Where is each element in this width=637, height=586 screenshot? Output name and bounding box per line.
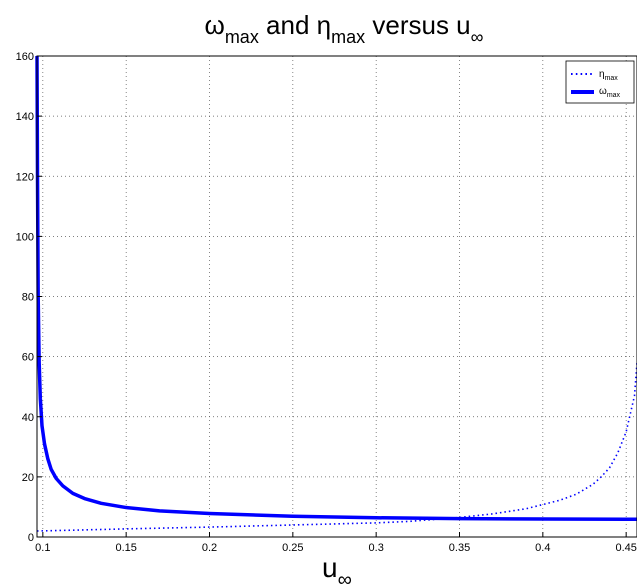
y-tick-label: 120 <box>16 171 34 183</box>
title-sub-1: max <box>225 27 259 47</box>
x-tick-label: 0.3 <box>369 542 384 554</box>
y-tick-label: 0 <box>28 532 34 544</box>
legend-omega-main: ω <box>599 86 607 97</box>
legend-eta-sub: max <box>605 75 619 82</box>
chart-title: ωmax and ηmax versus u∞ <box>205 10 484 47</box>
axis-ticks: 0.1 0.15 0.2 0.25 0.3 0.35 0.4 0.45 0 20 40 60 80 100… <box>16 51 637 554</box>
grid <box>37 56 637 537</box>
x-tick-label: 0.2 <box>202 542 217 554</box>
title-part-3: versus u <box>365 10 471 40</box>
y-tick-label: 160 <box>16 51 34 63</box>
y-tick-label: 40 <box>22 412 34 424</box>
y-tick-label: 140 <box>16 111 34 123</box>
legend-eta-main: η <box>599 69 605 80</box>
title-sub-2: max <box>331 27 365 47</box>
title-sub-3: ∞ <box>471 27 484 47</box>
x-axis-label-sub: ∞ <box>338 569 352 586</box>
y-tick-label: 60 <box>22 352 34 364</box>
legend-label-eta: ηmax <box>599 69 618 82</box>
legend-label-omega: ωmax <box>599 86 621 99</box>
legend-box <box>565 60 635 104</box>
series-layer <box>35 55 637 532</box>
x-tick-label: 0.25 <box>282 542 303 554</box>
x-tick-label: 0.45 <box>615 542 636 554</box>
x-tick-label: 0.35 <box>449 542 470 554</box>
legend: ηmax ωmax <box>565 60 635 104</box>
title-part-1: ω <box>205 10 225 40</box>
y-tick-label: 100 <box>16 231 34 243</box>
series-omega-max-line <box>35 55 637 522</box>
x-axis-label-main: u <box>322 552 338 583</box>
x-tick-label: 0.4 <box>535 542 550 554</box>
x-tick-label: 0.1 <box>35 542 50 554</box>
x-axis-label: u∞ <box>322 552 352 586</box>
x-tick-label: 0.15 <box>115 542 136 554</box>
title-part-2: and η <box>259 10 331 40</box>
y-tick-label: 80 <box>22 292 34 304</box>
legend-omega-sub: max <box>607 92 621 99</box>
y-tick-label: 20 <box>22 472 34 484</box>
